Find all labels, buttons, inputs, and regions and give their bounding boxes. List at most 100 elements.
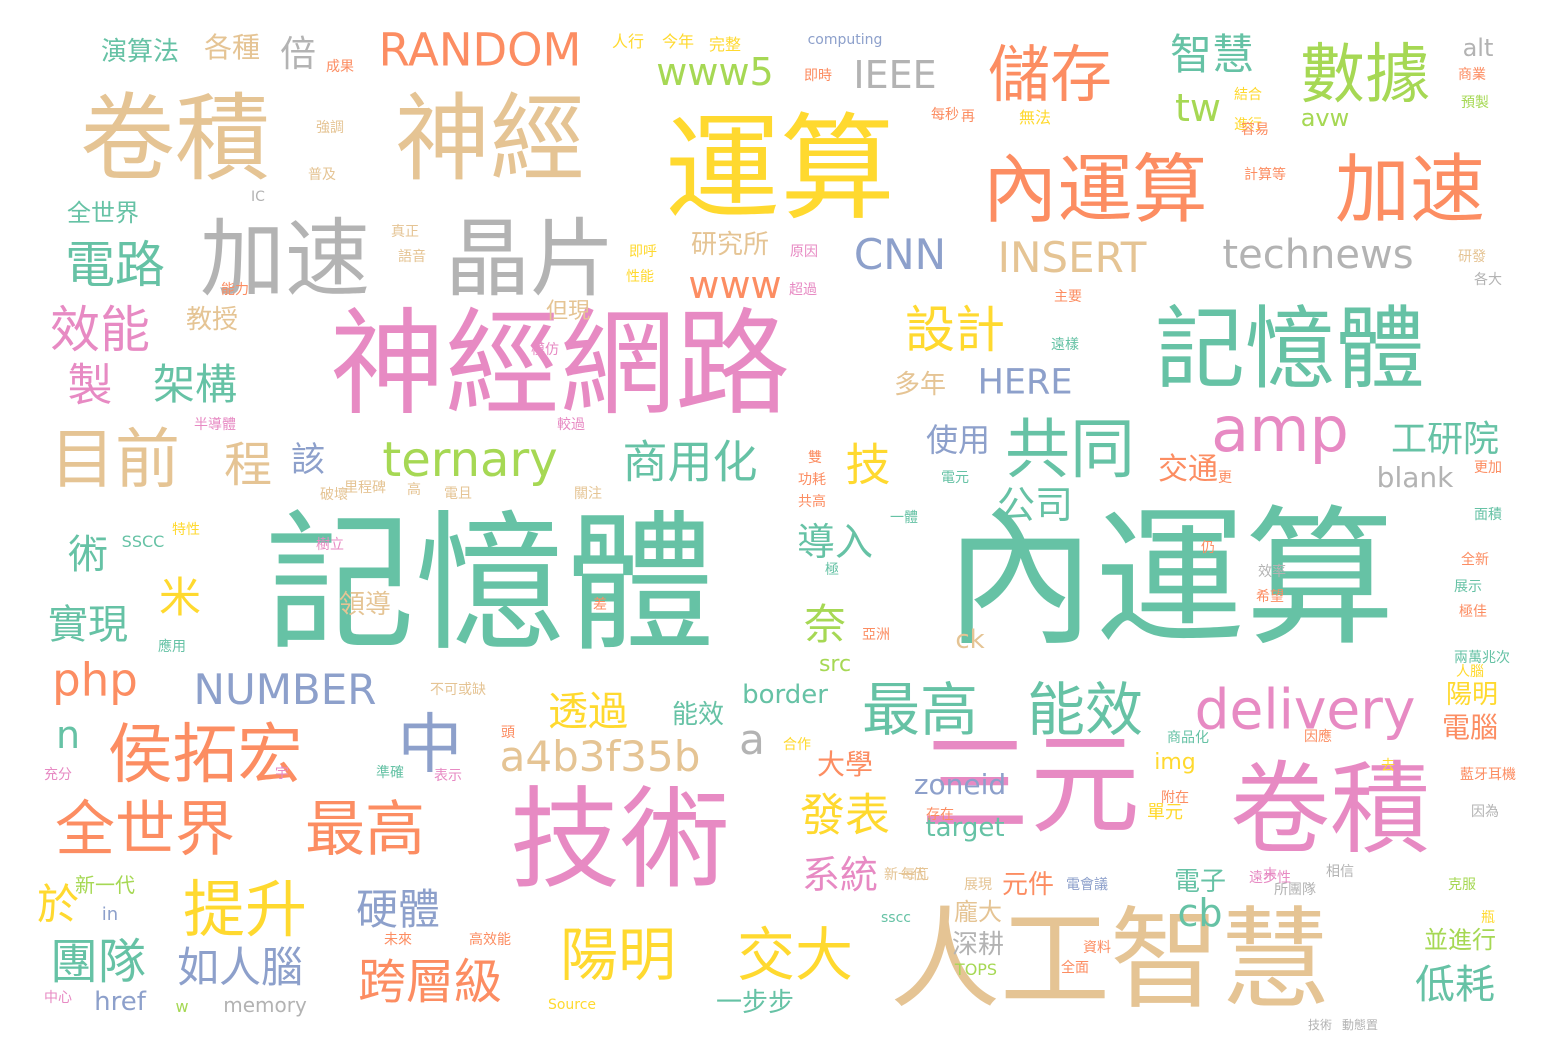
cloud-word: 特性 [172,522,200,538]
cloud-word: 亞洲 [862,627,890,643]
cloud-word: w [175,997,189,1016]
cloud-word: 如人腦 [176,943,304,992]
cloud-word: computing [807,32,883,48]
cloud-word: 龐大 [954,898,1002,926]
cloud-word: 完整 [708,35,742,54]
cloud-word: 深耕 [951,930,1005,960]
cloud-word: 里程碑 [344,480,386,496]
cloud-word: a4b3f35b [499,732,701,781]
cloud-word: HERE [977,362,1073,403]
cloud-word: 記憶體 [1155,297,1425,402]
cloud-word: 電會議 [1066,877,1108,893]
cloud-word: cb [1177,891,1223,935]
cloud-word: 透過 [548,689,628,735]
cloud-word: 表示 [434,768,462,784]
cloud-word: 更加 [1474,460,1502,476]
cloud-word: 各種 [203,31,261,64]
cloud-word: www [688,263,782,307]
cloud-word: 兩萬兆次 [1454,650,1510,666]
cloud-word: 教授 [185,305,239,335]
cloud-word: 末 [1263,867,1277,883]
cloud-word: 效能 [50,301,150,359]
cloud-word: 最高 [305,795,425,865]
cloud-word: 每秒 [931,107,959,123]
cloud-word: 展現 [964,877,992,893]
cloud-word: 雙 [808,450,822,466]
cloud-word: TOPS [954,960,998,979]
cloud-word: 加速 [199,210,371,310]
cloud-word: 充分 [44,767,72,783]
cloud-word: src [818,652,852,677]
cloud-word: blank [1376,461,1454,494]
cloud-word: 今年 [661,32,695,51]
cloud-word: 人行 [611,32,645,51]
cloud-word: 成果 [326,59,354,75]
cloud-word: 人腦 [1456,664,1484,680]
cloud-word: 瓶 [1481,910,1495,926]
cloud-word: target [925,813,1005,843]
cloud-word: 超過 [789,282,817,298]
cloud-word: 新一代 [75,873,135,897]
cloud-word: SSCC [121,532,165,551]
cloud-word: 並進行 [1424,926,1496,954]
cloud-word: 於 [36,880,80,929]
cloud-word: 實現 [48,602,128,648]
cloud-word: ck [955,625,985,655]
cloud-word: 克服 [1448,877,1476,893]
cloud-word: 電且 [444,486,472,502]
cloud-word: 陽明 [1445,680,1499,710]
cloud-word: 因為 [1471,804,1499,820]
cloud-word: 相信 [1326,864,1354,880]
cloud-word: 商品化 [1167,730,1209,746]
cloud-word: 每瓦 [901,867,929,883]
cloud-word: 技術 [1307,1018,1333,1032]
cloud-word: avw [1300,104,1350,132]
cloud-word: RANDOM [378,23,582,77]
cloud-word: img [1154,750,1196,775]
cloud-word: amp [1211,393,1349,466]
cloud-word: 功耗 [798,472,826,488]
cloud-word: 性能 [626,269,654,285]
cloud-word: 術 [68,532,108,578]
cloud-word: 全面 [1061,960,1089,976]
cloud-word: 極佳 [1459,604,1487,620]
cloud-word: 全新 [1461,552,1489,568]
cloud-word: 智慧 [1169,30,1255,79]
cloud-word: 存在 [926,807,954,823]
cloud-word: border [742,680,828,710]
cloud-word: 設計 [905,301,1005,359]
cloud-word: 遠樣 [1051,337,1079,353]
cloud-word: 最高 [861,676,979,744]
cloud-word: 發表 [799,788,891,842]
cloud-word: IC [251,189,265,205]
cloud-word: php [52,653,138,707]
cloud-word: 低耗 [1415,962,1495,1008]
cloud-word: 多年 [893,370,947,400]
cloud-word: 預製 [1461,95,1489,111]
cloud-word: 加速 [1334,145,1486,234]
cloud-word: 電元 [941,470,969,486]
cloud-word: 倍 [279,34,317,75]
cloud-word: 因應 [1304,729,1332,745]
cloud-word: href [94,987,146,1017]
cloud-word: 但現 [545,299,591,324]
cloud-word: technews [1222,232,1414,278]
cloud-word: 希望 [1256,589,1284,605]
cloud-word: 商用化 [622,435,758,489]
cloud-word: 神經網路 [329,297,791,432]
cloud-word: alt [1462,34,1494,62]
cloud-word: 程 [223,437,273,493]
cloud-word: 無法 [1018,108,1052,127]
cloud-word: 侯拓宏 [107,717,303,793]
cloud-word: 人工智慧 [890,896,1330,1024]
cloud-word: 跨層級 [357,954,503,1010]
cloud-word: 差 [593,597,607,613]
cloud-word: 不可或缺 [430,682,486,698]
cloud-word: 中心 [44,990,72,1006]
cloud-word: 中 [397,707,463,783]
cloud-word: 元件 [1001,870,1055,900]
cloud-word: 原因 [790,244,818,260]
cloud-word: n [55,713,81,757]
cloud-word: 三元 [920,721,1140,849]
cloud-word: 內運算 [944,493,1396,667]
